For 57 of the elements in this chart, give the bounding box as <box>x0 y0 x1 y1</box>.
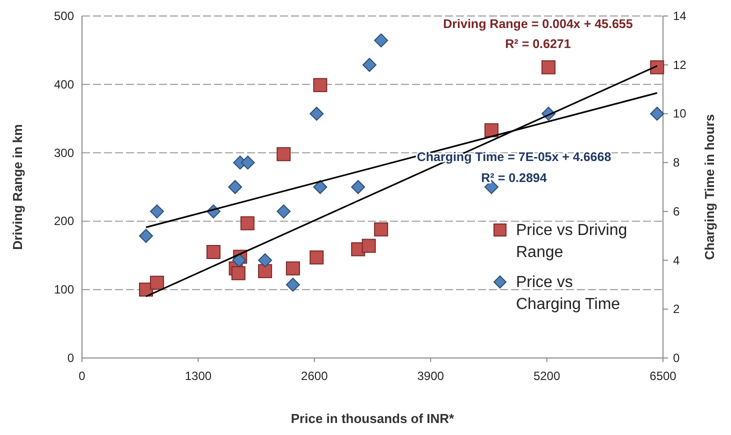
x-tick-label: 5200 <box>533 369 560 383</box>
y2-tick-label: 12 <box>673 58 687 72</box>
y2-tick-label: 0 <box>673 351 680 365</box>
y2-tick-label: 2 <box>673 302 680 316</box>
point <box>286 278 300 292</box>
point <box>484 180 498 194</box>
point <box>231 266 246 280</box>
x-tick-label: 6500 <box>650 369 677 383</box>
x-axis-title: Price in thousands of INR* <box>290 411 456 426</box>
annotation: Driving Range = 0.004x + 45.655 <box>443 17 633 31</box>
point <box>276 204 291 218</box>
point <box>240 156 255 170</box>
y-tick-label: 400 <box>54 77 74 92</box>
point <box>206 244 220 259</box>
y2-tick-label: 10 <box>673 106 687 121</box>
point <box>310 250 324 264</box>
annotation: R² = 0.6271 <box>505 37 571 51</box>
y2-tick-label: 4 <box>673 253 680 268</box>
point <box>650 60 664 74</box>
point <box>240 216 254 230</box>
y-tick-label: 0 <box>67 351 74 365</box>
point <box>362 238 376 253</box>
point <box>276 147 291 162</box>
legend-label: Price vs Charging Time <box>516 274 620 313</box>
point <box>139 228 153 243</box>
point <box>542 60 556 74</box>
x-tick-label: 1300 <box>184 369 212 383</box>
x-tick-label: 3900 <box>417 369 444 383</box>
y2-tick-label: 14 <box>673 9 687 23</box>
point <box>286 261 300 276</box>
point <box>150 204 164 218</box>
y-tick-label: 500 <box>54 9 74 23</box>
y-tick-label: 300 <box>54 146 74 160</box>
point <box>232 253 246 268</box>
y-tick-label: 100 <box>54 282 74 297</box>
point <box>351 180 366 194</box>
point <box>258 264 272 278</box>
y-tick-label: 200 <box>54 214 74 228</box>
annotation: R² = 0.2894 <box>481 171 547 185</box>
y2-axis-title: Charging Time in hours <box>702 114 717 260</box>
point <box>310 106 324 121</box>
point <box>313 78 328 92</box>
point <box>374 222 388 236</box>
x-tick-label: 0 <box>78 369 86 383</box>
point <box>228 180 242 194</box>
point <box>374 33 388 48</box>
x-tick-label: 2600 <box>301 369 328 383</box>
point <box>150 276 164 290</box>
point <box>313 180 328 194</box>
y-axis-title: Driving Range in km <box>10 124 25 250</box>
y2-tick-label: 6 <box>673 204 680 218</box>
point <box>362 58 376 72</box>
y2-tick-label: 8 <box>673 156 680 170</box>
point <box>650 106 664 121</box>
point <box>258 253 272 268</box>
legend-label: Price vs Driving Range <box>516 222 628 261</box>
point <box>484 123 498 138</box>
